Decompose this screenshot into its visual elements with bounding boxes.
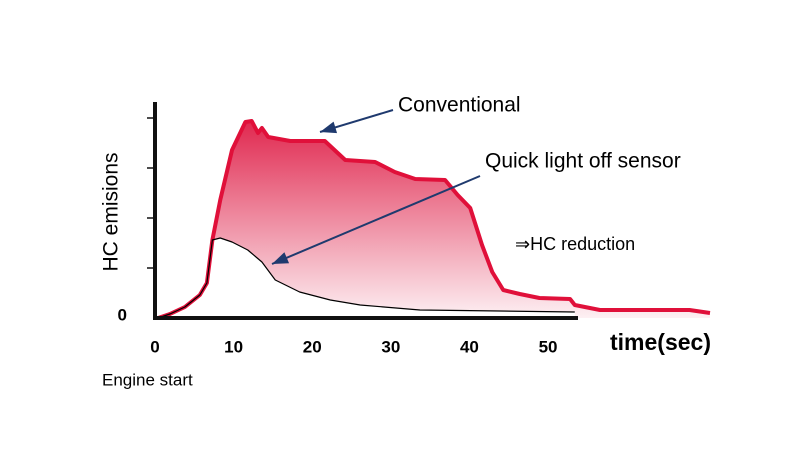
x-tick-label: 30	[381, 337, 400, 356]
annotation: ⇒HC reduction	[515, 234, 635, 254]
annotation: Quick light off sensor	[485, 150, 681, 173]
x-tick-label: 10	[224, 337, 243, 356]
x-note: Engine start	[102, 370, 193, 389]
arrow	[271, 175, 481, 265]
arrow-head	[272, 252, 290, 264]
y-tick-label: 0	[118, 305, 127, 324]
y-axis-label: HC emisions	[100, 152, 123, 271]
area-fill	[158, 121, 710, 318]
x-axis-label: time(sec)	[610, 329, 711, 355]
x-tick-label: 20	[303, 337, 322, 356]
x-tick-label: 50	[539, 337, 558, 356]
line	[157, 237, 575, 319]
x-tick-label: 0	[150, 337, 159, 356]
x-tick-label: 40	[460, 337, 479, 356]
arrow-head	[320, 121, 338, 134]
annotation: Conventional	[398, 94, 521, 117]
area-fill	[158, 238, 575, 318]
line	[157, 119, 711, 320]
